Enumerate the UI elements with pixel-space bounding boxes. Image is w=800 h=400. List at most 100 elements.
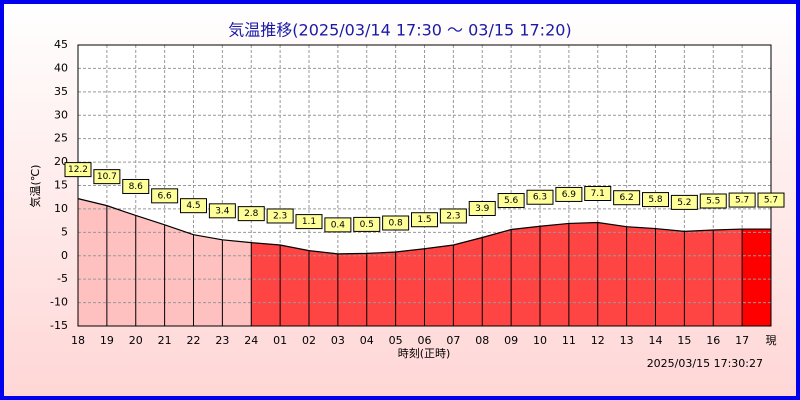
y-axis-label: 気温(℃) bbox=[28, 165, 42, 208]
y-tick-label: 5 bbox=[61, 225, 68, 238]
area-segment bbox=[684, 229, 714, 326]
x-tick-label: 06 bbox=[418, 334, 432, 347]
value-label: 0.8 bbox=[388, 219, 403, 229]
x-tick-label: 20 bbox=[129, 334, 143, 347]
value-label-box bbox=[208, 203, 236, 219]
x-tick-label: 10 bbox=[533, 334, 547, 347]
x-tick-label: 12 bbox=[591, 334, 605, 347]
value-label-box bbox=[266, 208, 294, 224]
value-label: 6.3 bbox=[533, 193, 547, 203]
value-label: 4.5 bbox=[186, 201, 200, 211]
area-segment bbox=[309, 250, 338, 326]
x-tick-label: 24 bbox=[244, 334, 258, 347]
area-segment bbox=[106, 205, 136, 326]
x-tick-label: 05 bbox=[389, 334, 403, 347]
area-segment bbox=[193, 234, 223, 326]
x-tick-label: 16 bbox=[706, 334, 720, 347]
value-label-box bbox=[555, 186, 583, 202]
value-label-box bbox=[382, 215, 410, 231]
value-label: 8.6 bbox=[129, 182, 144, 192]
x-tick-label: 13 bbox=[620, 334, 634, 347]
area-segment bbox=[222, 239, 252, 326]
area-segment bbox=[424, 244, 454, 326]
value-label: 5.5 bbox=[706, 196, 720, 206]
value-label-box bbox=[526, 189, 554, 205]
x-tick-label: 15 bbox=[677, 334, 691, 347]
x-tick-label: 08 bbox=[475, 334, 489, 347]
value-label-box bbox=[151, 188, 179, 204]
value-label-box bbox=[497, 193, 525, 209]
area-segment bbox=[540, 223, 569, 326]
value-label-box bbox=[237, 206, 265, 222]
value-label-box bbox=[295, 214, 323, 230]
y-tick-label: 35 bbox=[54, 85, 68, 98]
x-axis-label: 時刻(正時) bbox=[398, 346, 451, 360]
line bbox=[77, 198, 771, 255]
y-tick-label: 10 bbox=[54, 202, 68, 215]
value-label-box bbox=[324, 217, 352, 233]
value-label: 1.5 bbox=[417, 215, 431, 225]
x-tick-label: 14 bbox=[649, 334, 663, 347]
area-segment bbox=[655, 228, 685, 326]
value-label-box bbox=[122, 178, 150, 194]
x-tick-label: 22 bbox=[187, 334, 201, 347]
value-label-box bbox=[180, 198, 207, 214]
area-segment bbox=[511, 226, 540, 326]
area-segment bbox=[135, 215, 165, 326]
area-segment bbox=[568, 222, 598, 326]
value-label: 5.8 bbox=[648, 195, 663, 205]
value-label: 0.5 bbox=[360, 220, 374, 230]
area-segment bbox=[164, 224, 194, 326]
area-segment bbox=[395, 248, 425, 326]
value-label: 5.6 bbox=[504, 196, 519, 206]
value-label: 7.1 bbox=[591, 189, 605, 199]
value-label-box bbox=[642, 192, 669, 208]
value-label: 3.9 bbox=[475, 204, 490, 214]
value-label: 3.4 bbox=[215, 206, 230, 216]
x-tick-label: 17 bbox=[735, 334, 749, 347]
y-tick-label: 30 bbox=[54, 108, 68, 121]
value-label: 12.2 bbox=[68, 165, 88, 175]
value-label-box bbox=[584, 185, 612, 201]
chart-title: 気温推移(2025/03/14 17:30 ～ 03/15 17:20) bbox=[228, 21, 571, 40]
y-tick-label: -15 bbox=[50, 319, 68, 332]
value-label: 5.7 bbox=[764, 196, 778, 206]
value-label-box bbox=[670, 194, 698, 210]
value-label: 2.8 bbox=[244, 209, 259, 219]
value-label-box bbox=[411, 212, 438, 228]
area-segment bbox=[280, 244, 309, 326]
value-label: 5.7 bbox=[735, 196, 749, 206]
area-segment bbox=[713, 229, 743, 326]
value-label-box bbox=[353, 216, 381, 232]
value-label: 6.2 bbox=[619, 193, 633, 203]
value-label: 2.3 bbox=[446, 211, 460, 221]
y-tick-label: 25 bbox=[54, 132, 68, 145]
x-tick-label: 18 bbox=[71, 334, 85, 347]
x-tick-label: 21 bbox=[158, 334, 172, 347]
x-tick-label: 19 bbox=[100, 334, 114, 347]
value-label-box bbox=[64, 162, 92, 178]
x-tick-label: 02 bbox=[302, 334, 316, 347]
area-segment bbox=[453, 237, 483, 326]
y-tick-label: -5 bbox=[57, 272, 68, 285]
value-label-box bbox=[757, 192, 785, 208]
area-segment bbox=[597, 222, 627, 326]
x-tick-label: 09 bbox=[504, 334, 518, 347]
area-segment bbox=[742, 229, 771, 326]
value-label: 6.6 bbox=[157, 191, 172, 201]
value-label-box bbox=[93, 169, 121, 185]
value-label: 5.2 bbox=[677, 198, 691, 208]
value-label-box bbox=[613, 190, 641, 206]
y-tick-label: 40 bbox=[54, 61, 68, 74]
x-tick-label: 01 bbox=[273, 334, 287, 347]
value-label-box bbox=[699, 193, 727, 209]
y-tick-label: 15 bbox=[54, 179, 68, 192]
value-label-box bbox=[439, 208, 467, 224]
x-tick-label: 04 bbox=[360, 334, 374, 347]
area-segment bbox=[337, 253, 367, 326]
area-segment bbox=[366, 252, 396, 326]
value-label: 6.9 bbox=[562, 190, 577, 200]
y-tick-label: 45 bbox=[54, 38, 68, 51]
x-tick-label: 11 bbox=[562, 334, 576, 347]
